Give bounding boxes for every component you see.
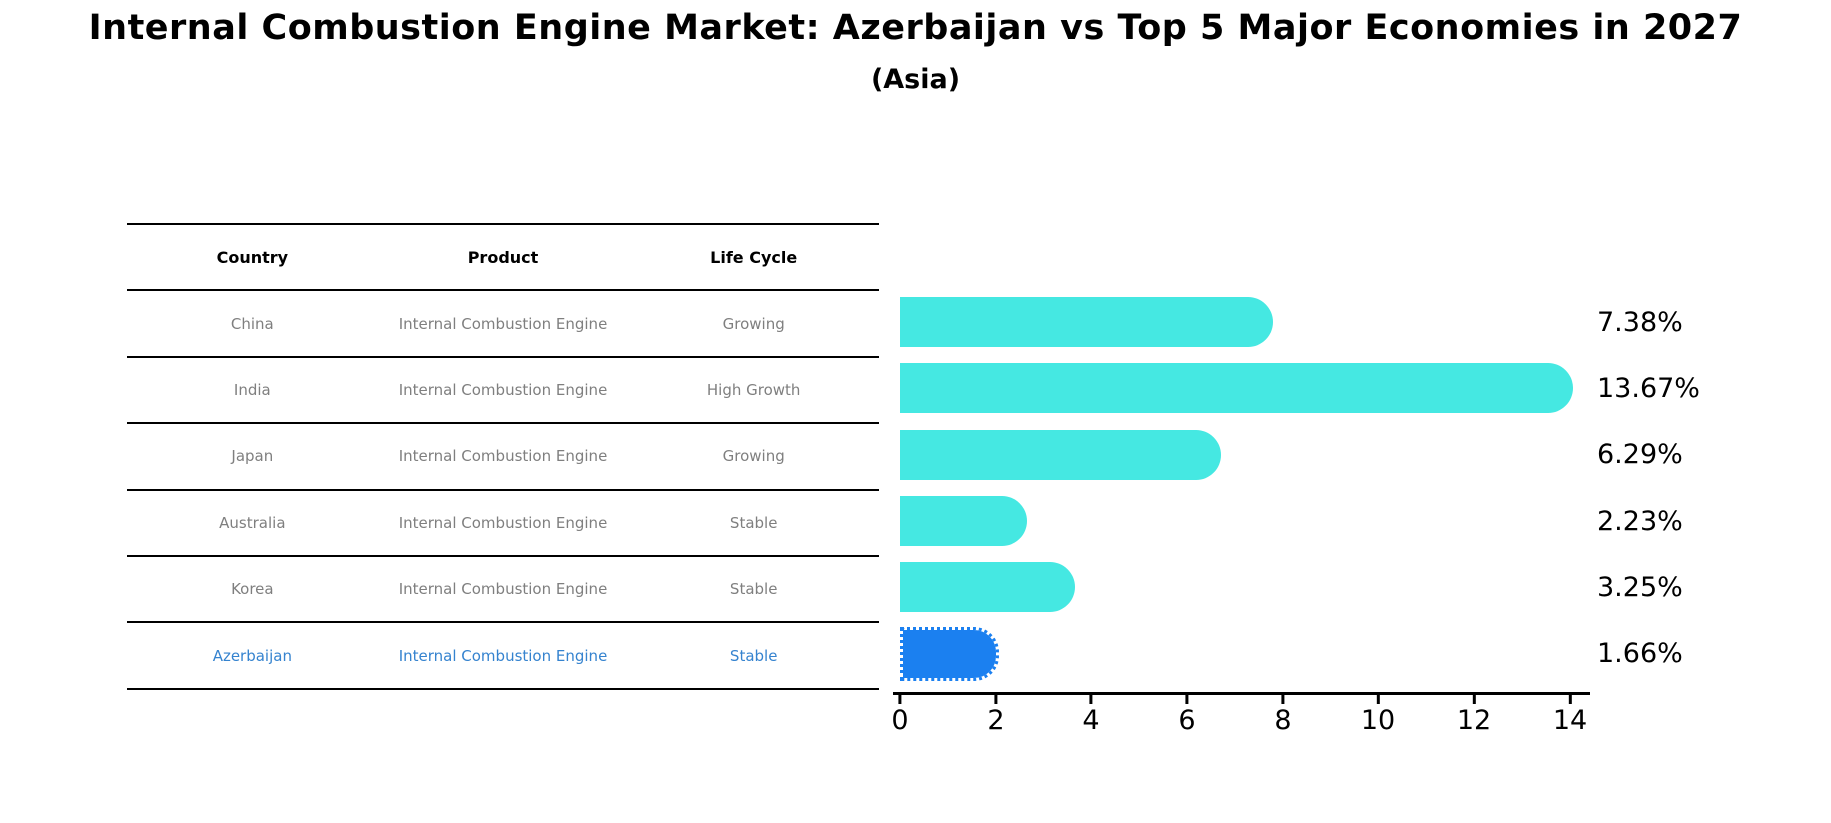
bar-korea xyxy=(900,562,1076,613)
cell-product: Internal Combustion Engine xyxy=(398,447,608,466)
cell-country: Australia xyxy=(219,513,286,532)
tick-label: 14 xyxy=(1552,705,1588,736)
value-labels: 7.38% 13.67% 6.29% 2.23% 3.25% 1.66% xyxy=(1597,289,1700,687)
x-tick: 6 xyxy=(1178,695,1196,736)
tick-label: 6 xyxy=(1178,705,1196,736)
bar-row xyxy=(900,422,1600,488)
bar-chart xyxy=(900,289,1600,687)
tick-mark xyxy=(1568,695,1572,704)
value-label: 6.29% xyxy=(1597,439,1683,471)
tick-mark xyxy=(898,695,902,704)
header-cell-life-cycle: Life Cycle xyxy=(710,247,798,267)
table-row: Azerbaijan Internal Combustion Engine St… xyxy=(127,623,879,690)
value-label: 3.25% xyxy=(1597,571,1683,603)
bar-row xyxy=(900,488,1600,554)
tick-mark xyxy=(1472,695,1476,704)
table-row: Japan Internal Combustion Engine Growing xyxy=(127,424,879,491)
x-tick: 10 xyxy=(1361,695,1395,736)
bar-japan xyxy=(900,429,1221,480)
table-row: Korea Internal Combustion Engine Stable xyxy=(127,557,879,624)
table-row: China Internal Combustion Engine Growing xyxy=(127,291,879,358)
tick-label: 2 xyxy=(987,705,1005,736)
x-axis-line xyxy=(893,692,1590,695)
cell-product: Internal Combustion Engine xyxy=(398,646,608,665)
x-axis-ticks: 0 2 4 6 8 10 12 14 xyxy=(891,695,1590,740)
tick-mark xyxy=(994,695,998,704)
cell-product: Internal Combustion Engine xyxy=(398,314,608,333)
x-tick: 2 xyxy=(987,695,1005,736)
cell-life-cycle: High Growth xyxy=(706,380,801,399)
cell-country: Azerbaijan xyxy=(212,646,292,665)
tick-label: 10 xyxy=(1360,705,1396,736)
value-label: 1.66% xyxy=(1597,638,1683,670)
x-tick: 8 xyxy=(1274,695,1292,736)
header-cell-country: Country xyxy=(216,247,289,267)
tick-mark xyxy=(1089,695,1093,704)
table-row: India Internal Combustion Engine High Gr… xyxy=(127,358,879,425)
cell-life-cycle: Stable xyxy=(729,513,778,532)
tick-label: 0 xyxy=(891,705,909,736)
value-label: 13.67% xyxy=(1597,372,1700,404)
value-label: 2.23% xyxy=(1597,505,1683,537)
x-tick: 12 xyxy=(1457,695,1491,736)
bar-china xyxy=(900,297,1273,348)
tick-label: 8 xyxy=(1274,705,1292,736)
cell-product: Internal Combustion Engine xyxy=(398,380,608,399)
tick-label: 12 xyxy=(1456,705,1492,736)
cell-product: Internal Combustion Engine xyxy=(398,513,608,532)
cell-life-cycle: Growing xyxy=(722,314,785,333)
bar-australia xyxy=(900,496,1027,547)
cell-life-cycle: Stable xyxy=(729,646,778,665)
tick-label: 4 xyxy=(1082,705,1100,736)
x-tick: 4 xyxy=(1082,695,1100,736)
bar-row xyxy=(900,355,1600,421)
header-cell-product: Product xyxy=(467,247,539,267)
value-label: 7.38% xyxy=(1597,306,1683,338)
page-subtitle: (Asia) xyxy=(870,64,961,95)
cell-country: China xyxy=(230,314,274,333)
bar-india xyxy=(900,363,1574,414)
cell-country: India xyxy=(233,380,271,399)
table-header-row: Country Product Life Cycle xyxy=(127,225,879,292)
table-row: Australia Internal Combustion Engine Sta… xyxy=(127,491,879,557)
bar-row xyxy=(900,554,1600,620)
page-title: Internal Combustion Engine Market: Azerb… xyxy=(88,8,1743,48)
x-tick: 0 xyxy=(891,695,909,736)
comparison-table: Country Product Life Cycle China Interna… xyxy=(127,223,879,690)
cell-product: Internal Combustion Engine xyxy=(398,580,608,599)
cell-life-cycle: Growing xyxy=(722,447,785,466)
x-tick: 14 xyxy=(1553,695,1587,736)
cell-country: Japan xyxy=(231,447,274,466)
bar-azerbaijan xyxy=(900,626,1000,681)
tick-mark xyxy=(1281,695,1285,704)
cell-life-cycle: Stable xyxy=(729,580,778,599)
cell-country: Korea xyxy=(231,580,274,599)
bar-row xyxy=(900,289,1600,355)
bar-row xyxy=(900,621,1600,687)
tick-mark xyxy=(1185,695,1189,704)
tick-mark xyxy=(1376,695,1380,704)
